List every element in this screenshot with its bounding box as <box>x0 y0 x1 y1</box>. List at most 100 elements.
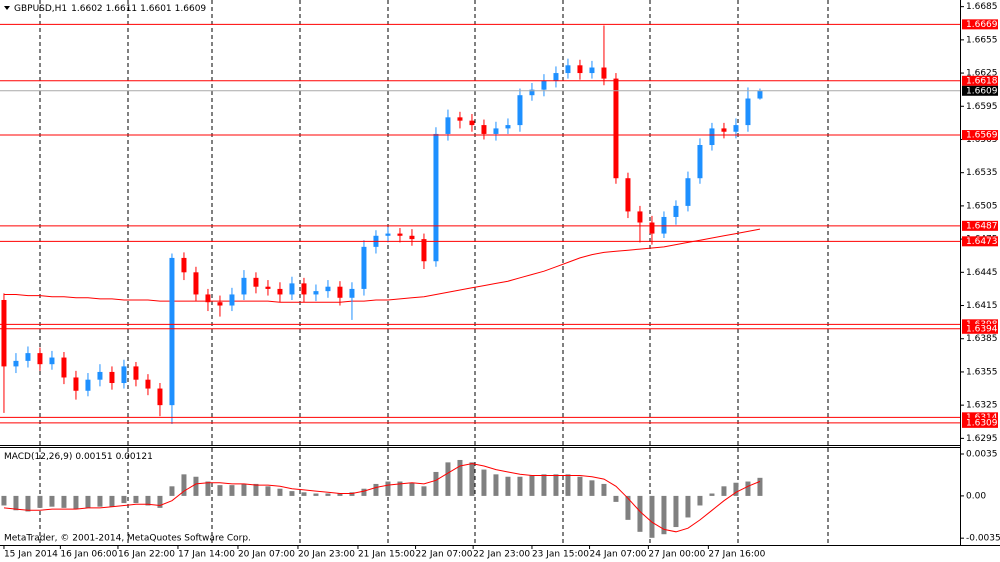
macd-bar <box>709 493 715 496</box>
y-tick-label: 1.6325 <box>966 401 998 411</box>
candle-body <box>553 73 559 81</box>
macd-bar <box>721 486 727 496</box>
symbol-title: GBPUSD,H1 <box>14 4 67 14</box>
candle-body <box>385 233 391 236</box>
macd-bar <box>313 493 319 496</box>
level-label: 1.6394 <box>966 324 998 334</box>
macd-bar <box>277 488 283 496</box>
header-low: 1.6601 <box>140 4 172 14</box>
candle-body <box>625 178 631 212</box>
candle-body <box>73 377 79 391</box>
x-tick-label: 16 Jan 06:00 <box>60 550 117 560</box>
level-label: 1.6309 <box>966 418 998 428</box>
candle-body <box>13 360 19 367</box>
candle-body <box>181 257 187 273</box>
macd-bar <box>133 495 139 504</box>
macd-bar <box>373 483 379 496</box>
macd-bar <box>121 495 127 504</box>
macd-bar <box>505 476 511 496</box>
candle-body <box>505 125 511 129</box>
macd-bar <box>529 475 535 496</box>
y-tick-label: 1.6415 <box>966 301 998 311</box>
macd-bar <box>109 495 115 507</box>
macd-bar <box>673 495 679 528</box>
macd-bar <box>73 495 79 510</box>
candle-body <box>277 288 283 295</box>
macd-bar <box>361 488 367 496</box>
candle-body <box>265 286 271 289</box>
macd-bar <box>553 474 559 496</box>
candle-body <box>145 379 151 389</box>
candle-body <box>517 95 523 126</box>
level-label: 1.6314 <box>966 413 998 423</box>
macd-bar <box>613 495 619 502</box>
candle-body <box>445 117 451 134</box>
candle-body <box>697 145 703 179</box>
candle-body <box>721 128 727 132</box>
level-label-box <box>962 236 998 247</box>
level-label-box <box>962 220 998 231</box>
y-tick-label: 1.6595 <box>966 102 998 112</box>
macd-bar <box>253 483 259 496</box>
y-tick-label: 1.6505 <box>966 201 998 211</box>
macd-bar <box>193 476 199 496</box>
macd-bar <box>13 495 19 511</box>
x-tick-label: 22 Jan 07:00 <box>416 550 473 560</box>
candle-body <box>397 233 403 236</box>
macd-bar <box>349 492 355 496</box>
macd-title: MACD(12,26,9) <box>4 452 72 462</box>
x-tick-label: 20 Jan 07:00 <box>238 550 295 560</box>
level-label-box <box>962 130 998 141</box>
x-tick-label: 17 Jan 14:00 <box>178 550 235 560</box>
macd-bar <box>745 481 751 496</box>
macd-bar <box>457 459 463 496</box>
bid-label-box <box>962 85 998 96</box>
macd-bar <box>325 493 331 496</box>
level-label: 1.6618 <box>966 76 998 86</box>
macd-bar <box>409 482 415 496</box>
level-label-box <box>962 19 998 30</box>
y-tick-label: 0.00 <box>966 491 986 501</box>
y-tick-label: 0.0035 <box>966 449 998 459</box>
candle-body <box>469 120 475 126</box>
candle-body <box>241 277 247 295</box>
macd-bar <box>97 495 103 507</box>
macd-bar <box>205 481 211 496</box>
macd-bar <box>565 474 571 496</box>
candle-body <box>97 371 103 380</box>
header-close: 1.6609 <box>175 4 207 14</box>
macd-bar <box>541 474 547 496</box>
moving-average <box>4 228 761 303</box>
macd-bar <box>229 485 235 496</box>
candle-body <box>301 283 307 295</box>
macd-last: 0.00151 <box>75 452 112 462</box>
level-label-box <box>962 412 998 423</box>
level-label-box <box>962 323 998 334</box>
macd-bar <box>685 495 691 518</box>
candle-body <box>133 366 139 380</box>
candle-body <box>637 211 643 223</box>
x-tick-label: 21 Jan 15:00 <box>358 550 415 560</box>
candle-body <box>25 353 31 361</box>
candle-body <box>493 128 499 134</box>
macd-bar <box>481 469 487 496</box>
y-tick-label: 1.6655 <box>966 35 998 45</box>
candle-body <box>577 65 583 74</box>
macd-bar <box>181 474 187 496</box>
macd-bar <box>25 495 31 512</box>
candle-body <box>313 291 319 295</box>
signal-last: 0.00121 <box>116 452 153 462</box>
macd-bar <box>493 474 499 496</box>
x-tick-label: 16 Jan 22:00 <box>118 550 175 560</box>
y-tick-label: 1.6385 <box>966 334 998 344</box>
copyright: MetaTrader, © 2001-2014, MetaQuotes Soft… <box>4 534 251 544</box>
macd-bar <box>577 476 583 496</box>
macd-header: MACD(12,26,9) 0.00151 0.00121 <box>4 452 153 462</box>
candle-body <box>421 239 427 262</box>
candle-body <box>529 89 535 96</box>
candle-body <box>685 178 691 206</box>
candle-body <box>601 67 607 79</box>
macd-bar <box>697 495 703 506</box>
